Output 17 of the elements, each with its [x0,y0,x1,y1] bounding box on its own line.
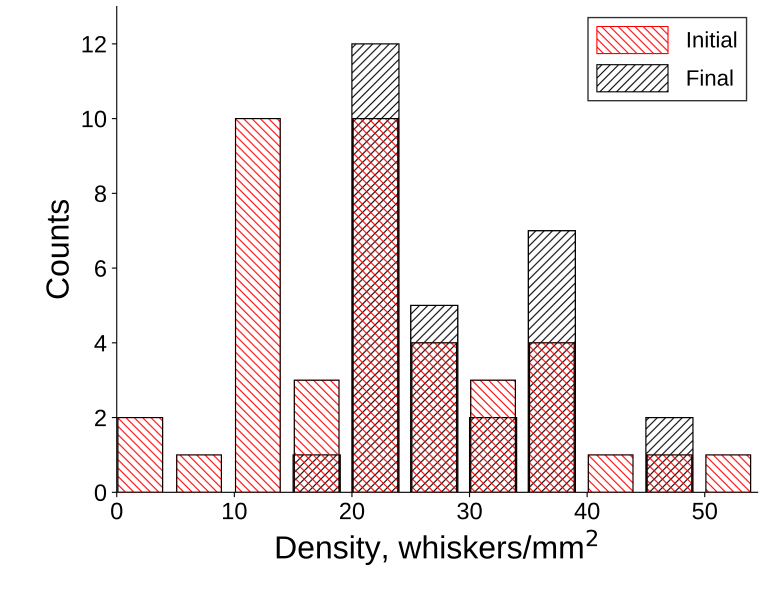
y-tick-label: 2 [95,410,106,426]
y-tick-label: 8 [94,185,106,202]
y-tick-label: 0 [94,484,106,502]
x-tick-label: 0 [111,502,122,520]
y-tick-label: 12 [82,36,106,52]
x-tick-label: 30 [457,502,482,520]
x-tick-label: 10 [223,502,247,520]
legend-label: Initial [688,31,736,48]
y-tick-label: 6 [95,260,106,277]
x-axis-title: Density, whiskers/mm$^{2}$ [276,530,598,566]
y-tick-label: 4 [94,335,106,352]
x-tick-label: 50 [692,502,717,520]
x-tick-label: 20 [340,502,364,520]
y-axis-title: Counts [46,200,69,298]
legend-label: Final [688,70,732,86]
x-tick-label: 40 [574,502,600,520]
y-tick-label: 10 [82,110,106,128]
